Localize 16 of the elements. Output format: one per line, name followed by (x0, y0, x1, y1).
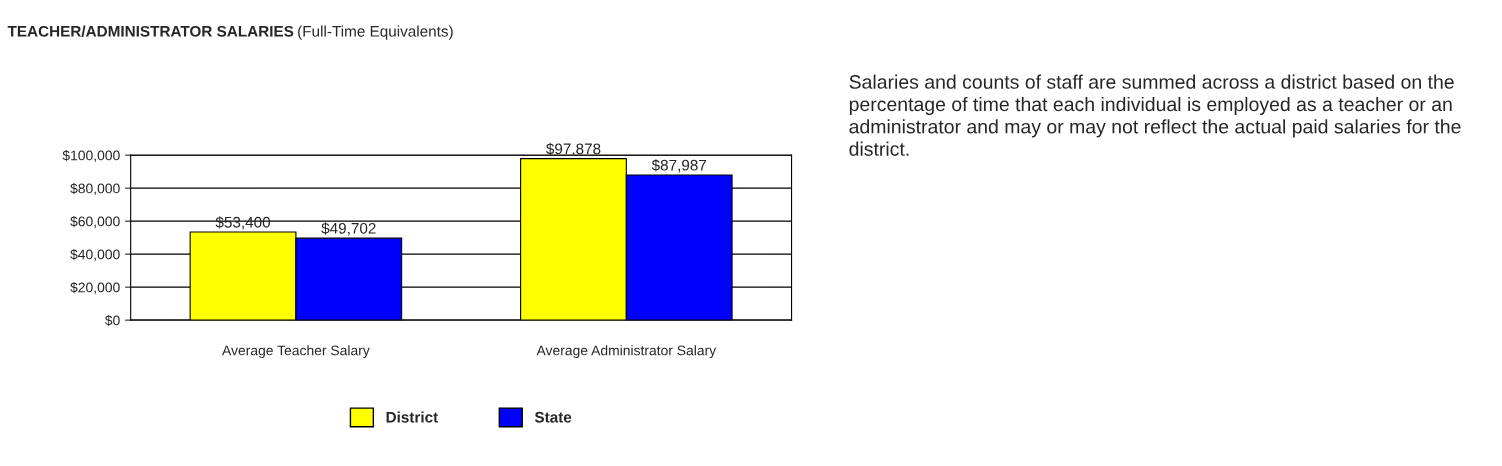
text: Salaries and counts of staff are summed across a district based on the percentage of time that each individual is employed as a teacher or an administrator and may or may not reflect the actual paid salaries for the district. (849, 74, 1461, 156)
data-label: $87,987 (651, 159, 707, 173)
chart-title: TEACHER/ADMINISTRATOR SALARIES (7, 25, 294, 37)
legend-label: District (386, 411, 439, 423)
y-tick-label: $100,000 (62, 149, 120, 162)
legend-label: State (534, 411, 572, 423)
y-tick-label: $0 (104, 314, 120, 327)
y-tick-label: $20,000 (70, 281, 120, 294)
y-tick-label: $40,000 (70, 248, 120, 261)
chart-subtitle: (Full-Time Equivalents) (298, 25, 453, 40)
x-tick-label: Average Administrator Salary (536, 345, 717, 359)
y-tick-label: $60,000 (70, 215, 120, 228)
y-tick-label: $80,000 (70, 182, 120, 195)
x-tick-label: Average Teacher Salary (222, 345, 370, 359)
data-label: $97,878 (546, 142, 601, 157)
data-label: $49,702 (321, 222, 376, 236)
